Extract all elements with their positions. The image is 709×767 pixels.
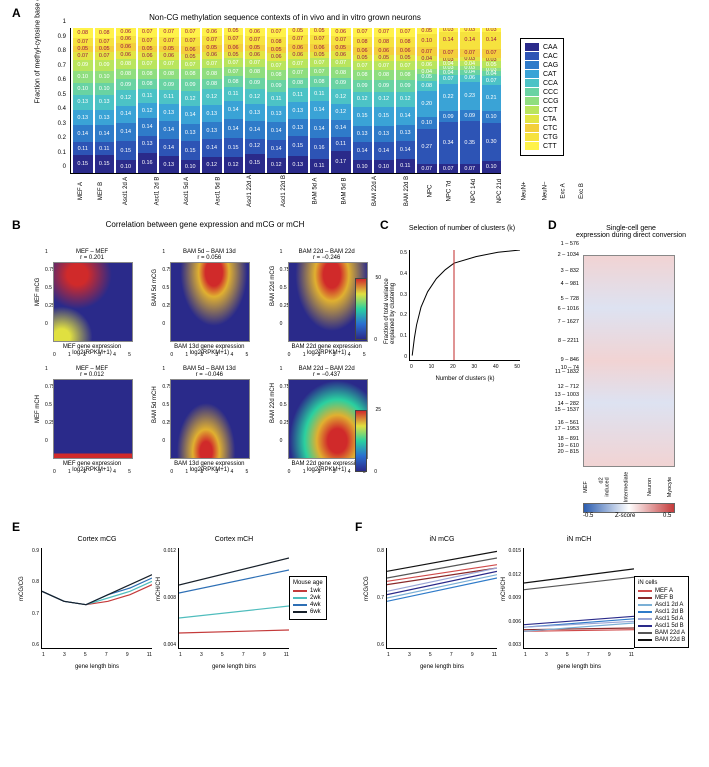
cluster-label: 12 – 712: [558, 384, 579, 390]
bar: 0.150.110.140.130.130.100.100.090.070.05…: [95, 28, 115, 173]
cluster-label: 17 – 1953: [555, 426, 579, 432]
cluster-label: 19 – 610: [558, 443, 579, 449]
z-label: Z-score: [615, 513, 635, 519]
density-heatmap: MEF – MEFr = 0.012MEF mCH10.750.50.25001…: [35, 366, 140, 473]
legend: iN cellsMEF AMEF BAscl1 2d AAscl1 2d BAs…: [634, 576, 689, 648]
bar: 0.150.120.140.130.120.090.080.070.060.05…: [245, 28, 265, 173]
bar-xlabel: Ascl1 2d B: [154, 177, 160, 206]
bar: 0.130.150.130.130.110.080.070.070.060.06…: [288, 28, 308, 173]
context-legend: CAACACCAGCATCCACCCCCGCCTCTACTCCTGCTT: [520, 38, 564, 156]
line-plot: iN mCGmCG/CGgene length bins13579110.80.…: [386, 548, 497, 649]
bar-xlabel: NPC 7d: [446, 180, 452, 201]
panel-a: Non-CG methylation sequence contexts of …: [30, 8, 670, 203]
panel-b: Correlation between gene expression and …: [15, 220, 375, 473]
cbar-label: 0: [374, 337, 377, 343]
bar: 0.130.140.140.130.110.090.080.070.060.05…: [159, 28, 179, 173]
bar: 0.070.340.090.220.070.040.030.040.030.07…: [439, 28, 459, 173]
bar: 0.170.110.140.120.120.090.080.070.060.05…: [331, 28, 351, 173]
panel-c: Selection of number of clusters (k) 0102…: [385, 225, 535, 361]
bar-xlabel: NPC 21d: [497, 179, 503, 203]
zscore-colorbar: [583, 503, 675, 513]
bar: 0.110.160.140.140.110.080.070.070.050.06…: [310, 28, 330, 173]
bar-xlabel: Ascl1 5d B: [215, 177, 221, 206]
bar-xlabel: Exc A: [561, 183, 567, 198]
cluster-label: 9 – 846: [561, 357, 579, 363]
cluster-label: 4 – 981: [561, 281, 579, 287]
cluster-label: 20 – 815: [558, 449, 579, 455]
bar: 0.120.140.130.130.120.080.080.070.060.05…: [202, 28, 222, 173]
line-plot: Cortex mCGmCG/CGgene length bins13579110…: [41, 548, 152, 649]
cluster-label: 1 – 576: [561, 241, 579, 247]
cluster-label: 16 – 561: [558, 420, 579, 426]
panel-label-a: A: [12, 6, 21, 20]
cluster-label: 2 – 1034: [558, 252, 579, 258]
bar-xlabel: MEF A: [78, 182, 84, 200]
cbar-label: 25: [375, 407, 381, 413]
bar: 0.100.300.100.210.070.040.030.050.030.07…: [482, 28, 502, 173]
bar: 0.150.110.140.130.130.100.100.090.070.05…: [73, 28, 93, 173]
density-heatmap: BAM 5d – BAM 13dr = 0.056BAM 5d mCG10.75…: [152, 249, 257, 356]
panel-d: Single-cell gene expression during direc…: [555, 225, 695, 513]
bar: 0.070.350.090.230.060.040.030.040.030.07…: [460, 28, 480, 173]
bar: 0.070.270.100.200.080.050.040.060.040.07…: [417, 28, 437, 173]
bar: 0.110.140.130.140.120.090.080.070.050.06…: [396, 28, 416, 173]
cbar-label: 0: [374, 469, 377, 475]
bar-xlabel: BAM 5d A: [313, 178, 319, 205]
bar-xlabel: Ascl1 22d A: [247, 175, 253, 207]
bar-xlabel: NeuN−: [542, 182, 548, 201]
bar-xlabel: Ascl1 5d A: [185, 177, 191, 205]
cluster-label: 5 – 728: [561, 296, 579, 302]
panel-c-title: Selection of number of clusters (k): [395, 225, 529, 232]
bar-xlabel: NPC 14d: [471, 179, 477, 203]
cluster-label: 11 – 1832: [555, 369, 579, 375]
panel-a-ylabel: Fraction of methyl-cytosine base calls: [35, 0, 42, 104]
stacked-bar-chart: 0.150.110.140.130.130.100.100.090.070.05…: [70, 28, 501, 174]
panel-d-title: Single-cell gene expression during direc…: [571, 225, 691, 239]
bar-xlabel: BAM 5d B: [341, 177, 347, 204]
bar: 0.100.140.130.150.120.090.080.070.050.06…: [374, 28, 394, 173]
cluster-label: 6 – 1016: [558, 306, 579, 312]
panel-e: Cortex mCGmCG/CGgene length bins13579110…: [15, 530, 345, 649]
line-plot: iN mCHmCH/CHgene length bins13579110.015…: [523, 548, 634, 649]
density-heatmap: BAM 5d – BAM 13dr = −0.046BAM 5d mCH10.7…: [152, 366, 257, 473]
expression-heatmap: [583, 255, 675, 467]
cluster-label: 15 – 1537: [555, 407, 579, 413]
bar-xlabel: Ascl1 22d B: [281, 175, 287, 207]
bar-xlabel: NeuN+: [521, 182, 527, 201]
cluster-label: 14 – 282: [558, 401, 579, 407]
bar-xlabel: Exc B: [579, 183, 585, 199]
cluster-label: 3 – 832: [561, 268, 579, 274]
z-min: -0.5: [583, 513, 593, 519]
cluster-label: 18 – 891: [558, 436, 579, 442]
panel-b-title: Correlation between gene expression and …: [35, 220, 375, 229]
cbar-label: 50: [375, 275, 381, 281]
bar-xlabel: BAM 22d A: [372, 176, 378, 206]
bar-xlabel: NPC: [428, 185, 434, 198]
colorbar-top: [355, 278, 367, 340]
bar: 0.120.150.140.140.110.080.070.070.050.06…: [224, 28, 244, 173]
bar: 0.100.150.130.140.120.090.080.070.050.06…: [181, 28, 201, 173]
elbow-plot: 0102030405000.10.20.30.40.5Number of clu…: [409, 250, 520, 361]
bar-xlabel: Ascl1 2d A: [124, 177, 130, 205]
legend: Mouse age1wk2wk4wk6wk: [289, 576, 327, 620]
bar: 0.120.140.140.130.110.090.080.070.060.05…: [267, 28, 287, 173]
cluster-label: 13 – 1003: [555, 392, 579, 398]
bar: 0.100.140.130.150.120.090.080.070.050.06…: [353, 28, 373, 173]
bar: 0.160.130.140.120.110.080.080.070.060.05…: [138, 28, 158, 173]
panel-a-title: Non-CG methylation sequence contexts of …: [70, 13, 500, 22]
line-plot: Cortex mCHmCH/CHgene length bins13579110…: [178, 548, 289, 649]
panel-f: iN mCGmCG/CGgene length bins13579110.80.…: [360, 530, 695, 649]
z-max: 0.5: [663, 513, 671, 519]
colorbar-bot: [355, 410, 367, 472]
bar-xlabel: MEF B: [98, 182, 104, 200]
cluster-label: 7 – 1627: [558, 319, 579, 325]
bar-xlabel: BAM 22d B: [404, 176, 410, 206]
cluster-label: 8 – 2211: [558, 338, 579, 344]
bar: 0.100.150.140.140.120.090.080.080.060.06…: [116, 28, 136, 173]
density-heatmap: MEF – MEFr = 0.201MEF mCG10.750.50.25001…: [35, 249, 140, 356]
